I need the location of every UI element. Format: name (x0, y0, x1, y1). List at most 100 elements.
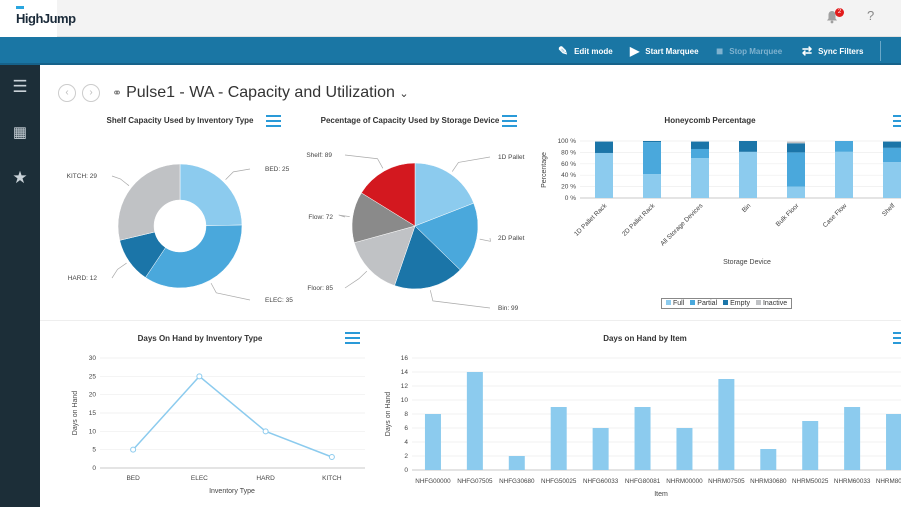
pie-slice-shelf (361, 162, 416, 227)
data-label-connector (451, 156, 491, 172)
start-marquee-button[interactable]: ▶ Start Marquee (630, 37, 699, 65)
legend-label: Partial (697, 300, 718, 307)
bar-nhfg50025 (550, 407, 567, 470)
data-label: ELEC: 35 (265, 297, 293, 304)
y-tick-label: 4 (404, 439, 408, 446)
notification-bell-icon[interactable] (826, 10, 838, 24)
pie-slice-floor (353, 225, 416, 286)
chart-menu-icon[interactable] (345, 332, 360, 344)
x-tick-label: Bulk Floor (775, 202, 801, 228)
data-label-connector (344, 154, 384, 169)
data-point-bed (130, 446, 137, 453)
chart-menu-icon[interactable] (893, 332, 901, 344)
help-icon[interactable]: ? (867, 8, 875, 23)
bar-segment-empty (595, 141, 613, 153)
data-label-connector (111, 262, 127, 279)
y-tick-label: 60 % (561, 161, 576, 168)
chart-menu-icon[interactable] (502, 115, 517, 127)
x-tick-label: NHFG50025 (541, 478, 577, 485)
data-label: Bin: 99 (498, 305, 519, 312)
x-tick-label: Shelf (881, 202, 897, 218)
chart-menu-icon[interactable] (893, 115, 901, 127)
previous-button[interactable]: ‹ (58, 84, 76, 102)
top-bar: HighJump 2 ? (0, 0, 901, 37)
bar-nhrm00000 (676, 428, 693, 470)
bar-segment-full (643, 174, 661, 198)
shuffle-icon: ⇄ (802, 44, 813, 58)
stop-marquee-button[interactable]: ■ Stop Marquee (716, 37, 782, 65)
y-tick-label: 8 (404, 411, 408, 418)
x-tick-label: HARD (256, 475, 275, 482)
sync-filters-button[interactable]: ⇄ Sync Filters (802, 37, 863, 65)
page-title-text: Pulse1 - WA - Capacity and Utilization (126, 84, 395, 101)
bar-segment-empty (883, 141, 901, 148)
chart-menu-icon[interactable] (266, 115, 281, 127)
x-tick-label: NHFG80081 (625, 478, 661, 485)
data-label-connector (344, 270, 368, 289)
bar-segment-full (835, 151, 853, 198)
notification-badge: 2 (835, 8, 844, 17)
bar-nhfg30680 (508, 456, 525, 470)
data-line (132, 375, 333, 458)
x-tick-label: ELEC (191, 475, 208, 482)
y-tick-label: 6 (404, 425, 408, 432)
x-tick-label: Case Flow (822, 202, 849, 229)
edit-mode-button[interactable]: ✎ Edit mode (558, 37, 613, 65)
edit-mode-label: Edit mode (574, 46, 613, 56)
page-title-row: ‹ › ⚭ Pulse1 - WA - Capacity and Utilizat… (58, 84, 409, 102)
data-label: Shelf: 89 (306, 152, 332, 159)
data-point-hard (262, 428, 269, 435)
bar-nhfg60033 (592, 428, 609, 470)
chevron-down-icon: ⌄ (399, 88, 409, 100)
data-label-connector (225, 168, 251, 180)
bar-segment-inactive (787, 141, 805, 144)
bar-nhrm80081 (886, 414, 901, 470)
legend-item-empty[interactable]: Empty (723, 300, 750, 307)
x-tick-label: KITCH (322, 475, 342, 482)
x-tick-label: NHFG60033 (583, 478, 619, 485)
y-tick-label: 20 % (561, 184, 576, 191)
y-tick-label: 5 (92, 447, 96, 454)
y-tick-label: 0 % (565, 195, 576, 202)
y-tick-label: 15 (89, 410, 97, 417)
x-axis-title: Storage Device (723, 259, 771, 266)
y-tick-label: 80 % (561, 149, 576, 156)
sidebar: ☰ ▦ ★ (0, 65, 40, 507)
legend-label: Inactive (762, 300, 788, 307)
star-favorites-icon[interactable]: ★ (12, 168, 28, 187)
data-label-connector (429, 290, 491, 309)
page-title[interactable]: ⚭ Pulse1 - WA - Capacity and Utilization … (112, 84, 409, 102)
chart-title: Days on Hand by Item (603, 334, 687, 343)
y-tick-label: 10 (401, 397, 409, 404)
hamburger-menu-icon[interactable]: ☰ (12, 77, 28, 96)
highjump-logo[interactable]: HighJump (0, 0, 76, 37)
bar-segment-empty (643, 141, 661, 143)
bar-segment-full (739, 151, 757, 198)
legend-item-full[interactable]: Full (666, 300, 684, 307)
bar-segment-partial (787, 152, 805, 187)
bar-segment-full (595, 152, 613, 198)
sync-filters-label: Sync Filters (818, 46, 864, 56)
link-icon: ⚭ (112, 86, 123, 100)
bar-segment-partial (883, 147, 901, 163)
pie-slice-1d-pallet (414, 162, 475, 227)
x-tick-label: NHRM00000 (666, 478, 703, 485)
grid-apps-icon[interactable]: ▦ (12, 124, 28, 141)
y-axis-title: Percentage (541, 152, 548, 188)
toolbar-divider (880, 41, 881, 61)
data-label: Floor: 85 (307, 285, 333, 292)
next-button[interactable]: › (82, 84, 100, 102)
bar-segment-empty (691, 141, 709, 149)
stop-marquee-label: Stop Marquee (729, 46, 783, 56)
legend-item-partial[interactable]: Partial (690, 300, 717, 307)
y-tick-label: 16 (401, 355, 409, 362)
bar-segment-partial (643, 142, 661, 175)
pie-slice-kitch (117, 163, 181, 241)
chart-title: Days On Hand by Inventory Type (137, 334, 263, 343)
data-label: BED: 25 (265, 166, 290, 173)
x-tick-label: 1D Pallet Rack (573, 202, 609, 238)
legend-item-inactive[interactable]: Inactive (755, 300, 788, 307)
pie-slice-bin (394, 225, 461, 290)
chart-title: Honeycomb Percentage (664, 116, 756, 125)
